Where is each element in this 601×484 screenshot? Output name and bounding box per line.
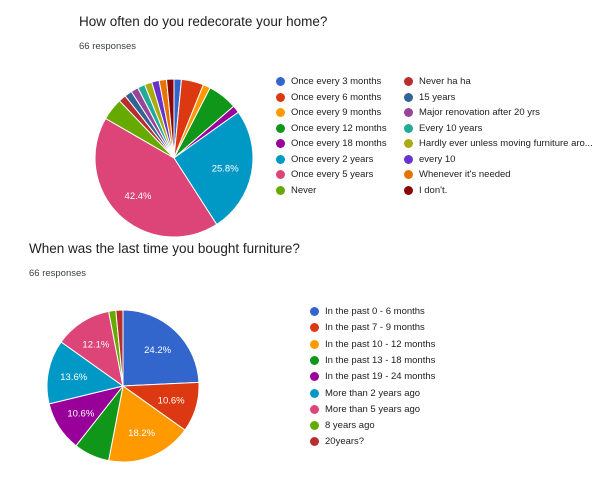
question-1-response-count: 66 responses (79, 41, 137, 52)
legend-swatch (310, 355, 319, 365)
legend-swatch (404, 154, 413, 164)
legend-item-once-every-6-months: Once every 6 months (276, 92, 381, 103)
legend-label: Once every 2 years (291, 153, 374, 165)
data-label-once-every-2-years: 25.8% (212, 163, 239, 174)
data-label-once-every-5-years: 42.4% (125, 191, 152, 202)
legend-label: In the past 10 - 12 months (325, 338, 436, 350)
legend-redecorate: Once every 3 months Once every 6 months On… (276, 76, 596, 206)
legend-swatch (404, 170, 413, 179)
data-label-in-the-past-10-12-months: 18.2% (128, 428, 155, 439)
legend-swatch (310, 307, 319, 316)
legend-label: I don't. (419, 184, 448, 196)
pie-slice-i-don-t (165, 78, 175, 159)
legend-label: Once every 18 months (291, 138, 387, 149)
legend-item-once-every-3-months: Once every 3 months (276, 76, 381, 87)
legend-swatch (276, 154, 285, 164)
question-2-response-count: 66 responses (29, 268, 87, 279)
pie-slice-in-the-past-10-12-months (108, 385, 186, 463)
legend-label: In the past 13 - 18 months (325, 354, 436, 366)
data-label-in-the-past-7-9-months: 10.6% (158, 396, 185, 407)
legend-item-hardly-ever-unless-moving-furniture-aro: Hardly ever unless moving furniture aro.… (404, 138, 593, 149)
legend-label: More than 2 years ago (325, 387, 421, 399)
legend-label: In the past 0 - 6 months (325, 306, 425, 317)
legend-swatch (276, 92, 285, 102)
legend-furniture: In the past 0 - 6 months In the past 7 - … (310, 306, 570, 456)
legend-label: 15 years (419, 91, 456, 103)
legend-label: 8 years ago (325, 420, 375, 432)
legend-label: Once every 12 months (291, 122, 387, 134)
legend-swatch (310, 404, 319, 414)
legend-item-in-the-past-7-9-months: In the past 7 - 9 months (310, 322, 425, 333)
data-label-more-than-2-years-ago: 13.6% (60, 372, 87, 383)
legend-swatch (276, 123, 285, 133)
legend-swatch (310, 421, 319, 431)
legend-item-once-every-5-years: Once every 5 years (276, 169, 373, 180)
legend-label: Once every 9 months (291, 107, 382, 118)
legend-label: 20years? (325, 436, 365, 448)
legend-item-8-years-ago: 8 years ago (310, 420, 375, 431)
legend-item-major-renovation-after-20-yrs: Major renovation after 20 yrs (404, 107, 540, 118)
legend-swatch (276, 170, 285, 179)
legend-item-whenever-it-s-needed: Whenever it's needed (404, 169, 511, 180)
legend-swatch (404, 77, 413, 86)
legend-label: In the past 7 - 9 months (325, 322, 425, 334)
data-label-more-than-5-years-ago: 12.1% (82, 339, 109, 350)
legend-item-every-10-years: Every 10 years (404, 123, 482, 134)
legend-swatch (404, 185, 413, 195)
legend-label: Once every 6 months (291, 91, 382, 103)
pie-slice-once-every-5-years (94, 117, 218, 238)
legend-label: More than 5 years ago (325, 403, 421, 415)
legend-item-more-than-5-years-ago: More than 5 years ago (310, 404, 420, 415)
legend-swatch (310, 372, 319, 382)
legend-swatch (276, 139, 285, 148)
legend-label: Once every 3 months (291, 76, 382, 87)
legend-swatch (404, 139, 413, 148)
legend-item-never-ha-ha: Never ha ha (404, 76, 471, 87)
legend-swatch (404, 92, 413, 102)
legend-swatch (276, 185, 285, 195)
data-label-in-the-past-0-6-months: 24.2% (144, 345, 171, 356)
legend-swatch (310, 437, 319, 447)
legend-item-20years: 20years? (310, 436, 364, 447)
legend-label: Hardly ever unless moving furniture aro.… (419, 138, 593, 149)
legend-swatch (404, 108, 413, 117)
legend-swatch (310, 339, 319, 349)
legend-item-once-every-18-months: Once every 18 months (276, 138, 387, 149)
legend-label: Major renovation after 20 yrs (419, 107, 540, 118)
legend-label: Never ha ha (419, 76, 471, 87)
legend-label: Once every 5 years (291, 169, 374, 180)
legend-item-in-the-past-19-24-months: In the past 19 - 24 months (310, 371, 435, 382)
pie-chart-redecorate: 25.8% 42.4% (94, 78, 254, 238)
legend-item-in-the-past-0-6-months: In the past 0 - 6 months (310, 306, 425, 317)
question-1-title: How often do you redecorate your home? (79, 14, 328, 29)
legend-item-every-10: every 10 (404, 154, 455, 165)
legend-swatch (276, 77, 285, 86)
legend-swatch (404, 123, 413, 133)
pie-slice-once-every-2-years (173, 111, 254, 226)
legend-item-once-every-9-months: Once every 9 months (276, 107, 381, 118)
legend-item-once-every-2-years: Once every 2 years (276, 154, 373, 165)
legend-item-in-the-past-10-12-months: In the past 10 - 12 months (310, 339, 435, 350)
legend-label: Never (291, 184, 317, 196)
legend-item-i-don-t: I don't. (404, 185, 447, 196)
legend-item-15-years: 15 years (404, 92, 455, 103)
pie-slice-more-than-2-years-ago (46, 341, 125, 405)
legend-item-never: Never (276, 185, 316, 196)
legend-item-in-the-past-13-18-months: In the past 13 - 18 months (310, 355, 435, 366)
pie-slice-in-the-past-0-6-months (122, 309, 200, 387)
pie-chart-furniture: 24.2% 10.6% 18.2% 10.6% 13.6% 12.1% (46, 309, 200, 463)
data-label-in-the-past-19-24-months: 10.6% (67, 409, 94, 420)
legend-label: Whenever it's needed (419, 169, 511, 180)
legend-swatch (310, 388, 319, 398)
legend-label: In the past 19 - 24 months (325, 371, 436, 383)
legend-label: every 10 (419, 153, 456, 165)
legend-swatch (276, 108, 285, 117)
legend-item-once-every-12-months: Once every 12 months (276, 123, 387, 134)
legend-swatch (310, 323, 319, 333)
legend-label: Every 10 years (419, 122, 483, 134)
pie-slice-20years (115, 309, 124, 387)
question-2-title: When was the last time you bought furnit… (29, 241, 300, 256)
legend-item-more-than-2-years-ago: More than 2 years ago (310, 388, 420, 399)
